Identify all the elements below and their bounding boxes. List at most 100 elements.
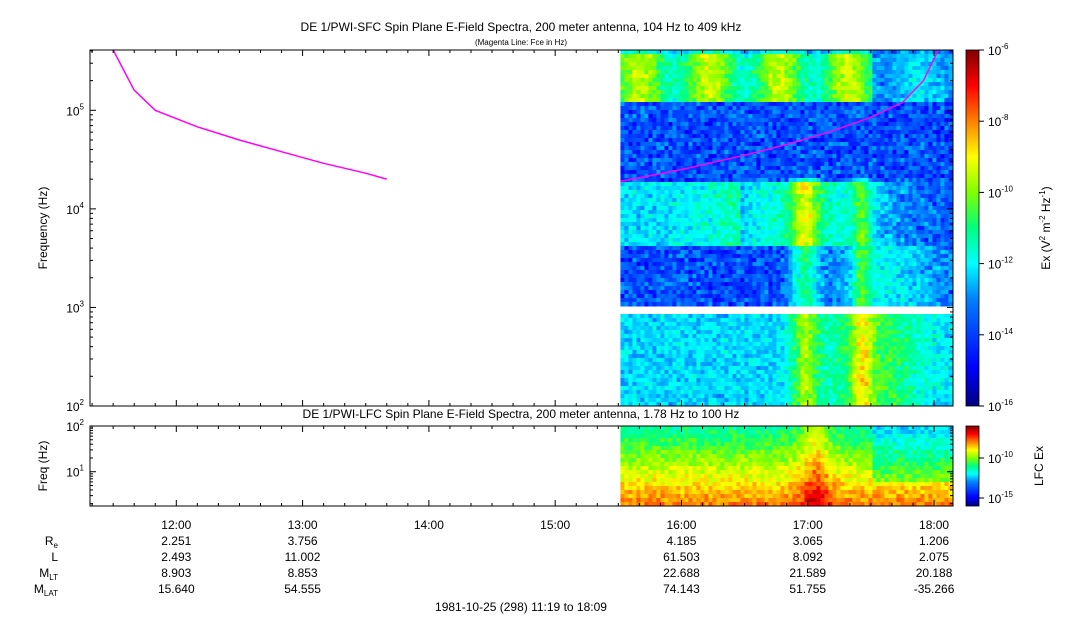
top-spectrogram-cell [832,370,837,375]
top-spectrogram-cell [632,282,637,287]
top-spectrogram-cell [720,234,725,239]
top-spectrogram-cell [800,170,805,175]
top-spectrogram-cell [784,130,789,135]
top-spectrogram-cell [744,82,749,87]
top-spectrogram-cell [812,150,817,155]
top-spectrogram-cell [756,198,761,203]
top-spectrogram-cell [648,238,653,243]
top-spectrogram-cell [800,334,805,339]
top-spectrogram-cell [812,106,817,111]
top-spectrogram-cell [628,142,633,147]
top-spectrogram-cell [628,238,633,243]
top-spectrogram-cell [784,194,789,199]
top-spectrogram-cell [836,330,841,335]
top-spectrogram-cell [804,162,809,167]
top-spectrogram-cell [720,258,725,263]
top-spectrogram-cell [716,358,721,363]
top-spectrogram-cell [732,338,737,343]
top-spectrogram-cell [724,366,729,371]
top-spectrogram-cell [676,122,681,127]
top-spectrogram-cell [752,374,757,379]
top-spectrogram-cell [712,402,717,406]
top-spectrogram-cell [844,182,849,187]
top-spectrogram-cell [676,166,681,171]
top-spectrogram-cell [636,190,641,195]
top-spectrogram-cell [768,158,773,163]
top-spectrogram-cell [692,154,697,159]
top-spectrogram-cell [644,130,649,135]
top-spectrogram-cell [644,374,649,379]
top-spectrogram-cell [636,242,641,247]
top-spectrogram-cell [648,210,653,215]
top-spectrogram-cell [828,214,833,219]
top-spectrogram-cell [844,62,849,67]
top-spectrogram-cell [728,386,733,391]
top-spectrogram-cell [664,362,669,367]
top-spectrogram-cell [796,186,801,191]
top-spectrogram-cell [748,214,753,219]
top-spectrogram-cell [696,274,701,279]
top-spectrogram-cell [812,142,817,147]
top-spectrogram-cell [628,166,633,171]
top-spectrogram-cell [780,318,785,323]
top-spectrogram-cell [728,106,733,111]
top-spectrogram-cell [752,362,757,367]
top-spectrogram-cell [748,106,753,111]
top-spectrogram-cell [800,94,805,99]
top-spectrogram-cell [720,70,725,75]
top-spectrogram-cell [676,206,681,211]
top-spectrogram-cell [736,206,741,211]
top-spectrogram-cell [836,102,841,107]
top-spectrogram-cell [688,398,693,403]
top-spectrogram-cell [624,390,629,395]
top-spectrogram-cell [640,210,645,215]
top-spectrogram-cell [816,354,821,359]
top-spectrogram-cell [652,170,657,175]
top-spectrogram-cell [800,286,805,291]
top-spectrogram-cell [740,302,745,307]
top-spectrogram-cell [660,390,665,395]
top-spectrogram-cell [716,94,721,99]
top-spectrogram-cell [656,206,661,211]
top-spectrogram-cell [804,290,809,295]
top-spectrogram-cell [640,366,645,371]
top-spectrogram-cell [664,398,669,403]
top-spectrogram-cell [832,62,837,67]
top-spectrogram-cell [660,366,665,371]
top-spectrogram-cell [836,374,841,379]
top-spectrogram-cell [656,378,661,383]
top-spectrogram-cell [756,122,761,127]
top-spectrogram-cell [692,270,697,275]
top-spectrogram-cell [808,338,813,343]
top-spectrogram-cell [776,390,781,395]
top-spectrogram-cell [656,62,661,67]
top-spectrogram-cell [632,394,637,399]
top-spectrogram-cell [844,114,849,119]
top-spectrogram-cell [676,298,681,303]
top-spectrogram-cell [768,114,773,119]
top-spectrogram-cell [716,318,721,323]
top-spectrogram-cell [848,166,853,171]
top-spectrogram-cell [808,302,813,307]
top-spectrogram-cell [820,370,825,375]
top-spectrogram-cell [644,314,649,319]
top-spectrogram-cell [692,398,697,403]
top-spectrogram-cell [704,274,709,279]
top-spectrogram-cell [628,318,633,323]
top-spectrogram-cell [776,138,781,143]
top-spectrogram-cell [692,182,697,187]
top-spectrogram-cell [640,290,645,295]
top-spectrogram-cell [748,334,753,339]
top-spectrogram-cell [760,338,765,343]
top-spectrogram-cell [720,250,725,255]
top-spectrogram-cell [632,342,637,347]
top-spectrogram-cell [736,402,741,406]
top-spectrogram-cell [660,342,665,347]
top-spectrogram-cell [772,394,777,399]
top-spectrogram-cell [752,74,757,79]
top-spectrogram-cell [780,322,785,327]
top-spectrogram-cell [756,134,761,139]
top-spectrogram-cell [828,302,833,307]
top-spectrogram-cell [632,158,637,163]
top-spectrogram-cell [756,290,761,295]
